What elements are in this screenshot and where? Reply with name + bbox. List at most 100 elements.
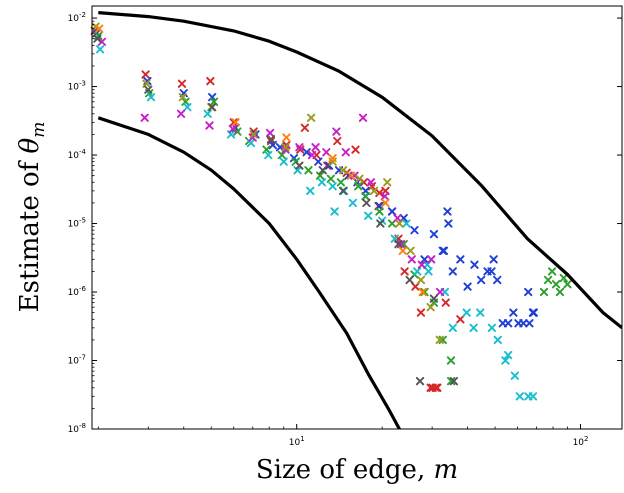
data-point xyxy=(444,219,453,228)
data-point xyxy=(504,350,513,360)
data-point xyxy=(395,219,404,228)
data-point xyxy=(509,308,518,317)
data-point xyxy=(279,157,288,166)
data-point xyxy=(448,267,457,276)
data-point xyxy=(429,229,439,239)
y-tick-label: 10-6 xyxy=(68,285,87,298)
upper-bound-curve xyxy=(98,11,622,330)
data-point xyxy=(443,207,452,216)
data-point xyxy=(358,113,368,122)
data-point xyxy=(228,124,237,134)
data-point xyxy=(205,121,214,130)
data-point xyxy=(332,127,341,136)
data-point xyxy=(448,323,457,332)
data-point xyxy=(97,37,107,46)
series-6 xyxy=(93,34,458,386)
data-point xyxy=(300,123,310,132)
data-point xyxy=(348,198,357,208)
data-point xyxy=(551,280,561,289)
data-point xyxy=(424,267,433,276)
data-point xyxy=(142,79,151,88)
y-axis-title-subscript: m xyxy=(29,122,49,138)
data-point xyxy=(420,255,429,264)
data-point xyxy=(418,287,427,297)
data-point xyxy=(277,150,287,160)
data-point xyxy=(441,298,450,307)
data-point xyxy=(282,133,291,142)
y-axis-title: Estimate of θm xyxy=(15,122,49,313)
data-point xyxy=(304,166,313,175)
data-point xyxy=(140,113,149,122)
data-point xyxy=(328,182,337,191)
series-1 xyxy=(92,29,539,328)
data-point xyxy=(447,376,456,386)
data-point xyxy=(433,383,442,392)
data-point xyxy=(489,255,498,264)
data-point xyxy=(341,148,350,157)
data-point xyxy=(400,267,409,276)
data-point xyxy=(176,109,186,118)
series-7 xyxy=(95,24,427,297)
data-point xyxy=(415,376,425,386)
data-point xyxy=(326,174,335,183)
data-point xyxy=(281,143,290,152)
data-point xyxy=(439,246,449,255)
data-point xyxy=(394,239,403,249)
data-point xyxy=(203,109,212,118)
data-point xyxy=(249,130,258,139)
data-point xyxy=(375,188,384,198)
data-point xyxy=(543,275,553,285)
data-point xyxy=(383,178,392,187)
data-point xyxy=(469,323,478,332)
data-point xyxy=(93,34,102,43)
data-point xyxy=(487,323,497,332)
data-point xyxy=(361,192,370,201)
data-point xyxy=(417,260,426,269)
data-point xyxy=(413,267,422,276)
data-point xyxy=(95,24,104,33)
data-point xyxy=(315,171,325,180)
data-point xyxy=(426,303,435,312)
y-tick-label: 10-7 xyxy=(68,354,86,367)
data-point xyxy=(407,255,416,264)
y-tick-label: 10-4 xyxy=(68,148,87,161)
y-axis-title-variable: θ xyxy=(15,137,45,153)
data-point xyxy=(528,392,538,401)
data-point xyxy=(375,207,384,216)
data-point xyxy=(177,79,187,88)
data-point xyxy=(311,143,320,152)
data-point xyxy=(420,287,429,297)
data-point xyxy=(295,161,304,170)
data-point xyxy=(328,154,337,163)
data-point xyxy=(338,186,348,196)
plot-frame xyxy=(91,5,623,430)
data-point xyxy=(183,103,192,112)
data-point xyxy=(336,178,346,187)
data-point xyxy=(144,85,153,94)
data-point xyxy=(462,308,471,317)
data-point xyxy=(515,392,524,401)
data-point xyxy=(314,157,323,166)
data-point xyxy=(146,93,156,102)
data-point xyxy=(446,356,456,365)
data-point xyxy=(307,150,317,160)
data-point xyxy=(501,356,510,365)
data-point xyxy=(307,113,316,122)
data-point xyxy=(364,211,373,220)
data-point xyxy=(362,198,371,208)
data-point xyxy=(178,93,188,102)
data-point xyxy=(233,127,242,136)
data-point xyxy=(524,287,533,297)
data-point xyxy=(338,166,348,175)
data-point xyxy=(380,192,389,201)
data-point xyxy=(416,308,426,317)
data-point xyxy=(547,267,557,276)
data-point xyxy=(208,93,217,102)
data-point xyxy=(405,275,414,285)
data-point xyxy=(563,280,572,289)
data-point xyxy=(264,150,273,160)
data-point xyxy=(410,226,419,235)
data-point xyxy=(302,148,311,157)
data-point xyxy=(306,186,315,196)
